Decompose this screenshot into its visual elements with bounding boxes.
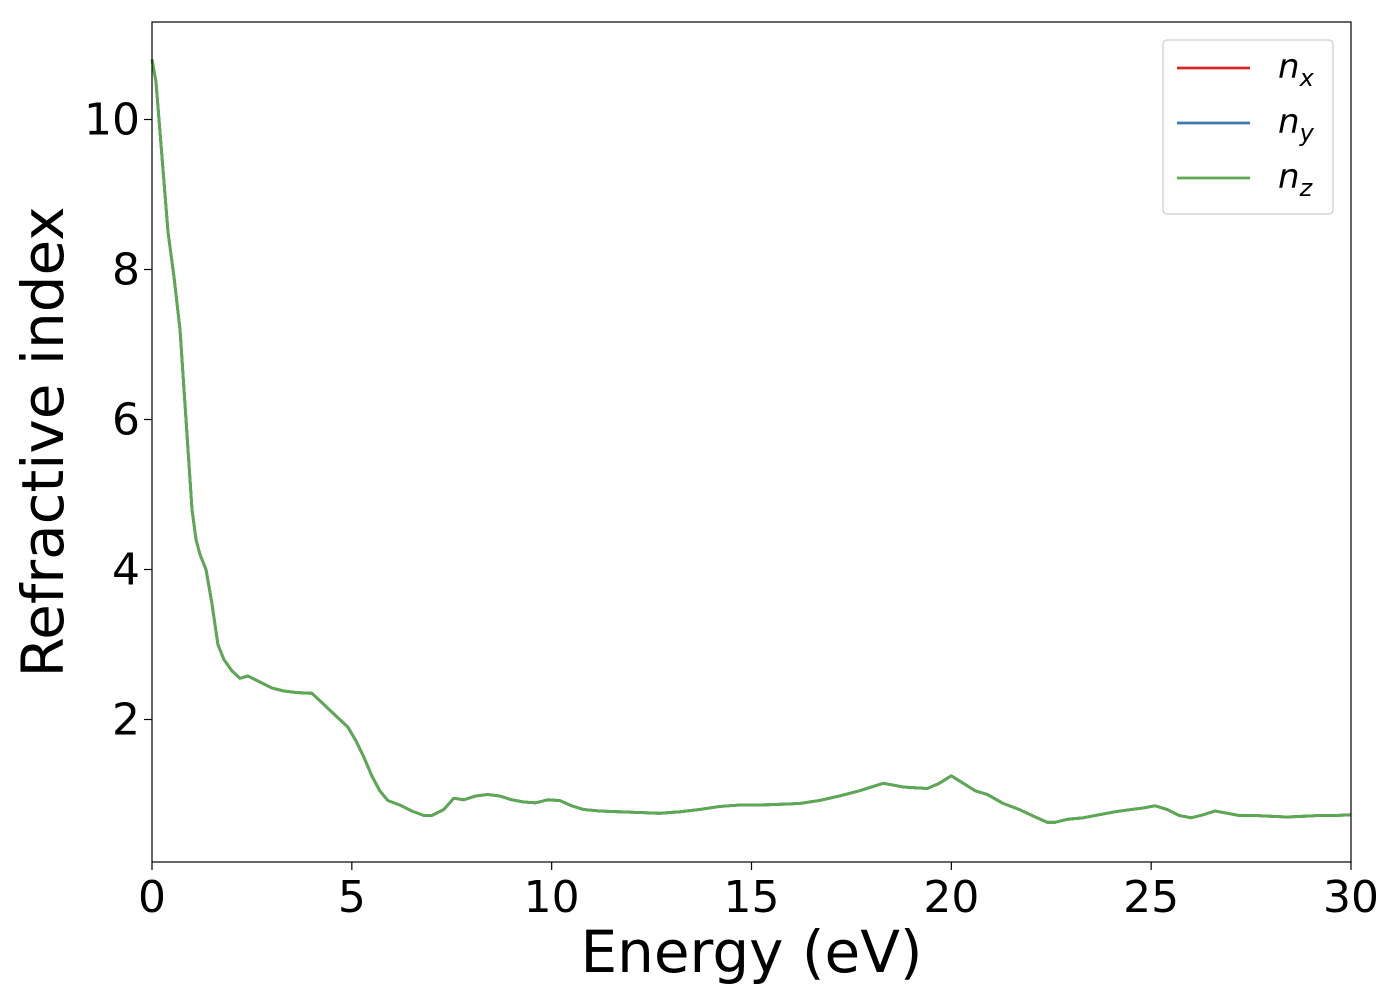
legend-box bbox=[1162, 39, 1334, 215]
y-axis-label: Refractive index bbox=[9, 206, 77, 677]
x-tick-label: 30 bbox=[1323, 872, 1379, 923]
legend-label-ny: ny bbox=[1278, 102, 1315, 147]
y-tick-label: 2 bbox=[112, 695, 140, 746]
y-tick-label: 4 bbox=[112, 545, 140, 596]
plot-lines bbox=[150, 59, 1352, 824]
y-tick-label: 8 bbox=[112, 245, 140, 296]
x-axis-label: Energy (eV) bbox=[580, 918, 922, 986]
x-tick-label: 15 bbox=[724, 872, 780, 923]
legend-label-nx: nx bbox=[1278, 47, 1315, 92]
y-tick-label: 6 bbox=[112, 395, 140, 446]
x-tick-label: 20 bbox=[923, 872, 979, 923]
x-tick-label: 25 bbox=[1123, 872, 1179, 923]
legend: nx ny nz bbox=[1162, 39, 1334, 215]
legend-label-nz: nz bbox=[1278, 157, 1314, 202]
x-tick-label: 5 bbox=[338, 872, 366, 923]
y-tick-label: 10 bbox=[84, 95, 140, 146]
x-tick-label: 10 bbox=[524, 872, 580, 923]
x-tick-label: 0 bbox=[138, 872, 166, 923]
x-axis-ticks: 0 5 10 15 20 25 30 bbox=[138, 862, 1379, 923]
series-line-nz bbox=[150, 59, 1352, 824]
y-axis-ticks: 2 4 6 8 10 bbox=[84, 95, 152, 746]
